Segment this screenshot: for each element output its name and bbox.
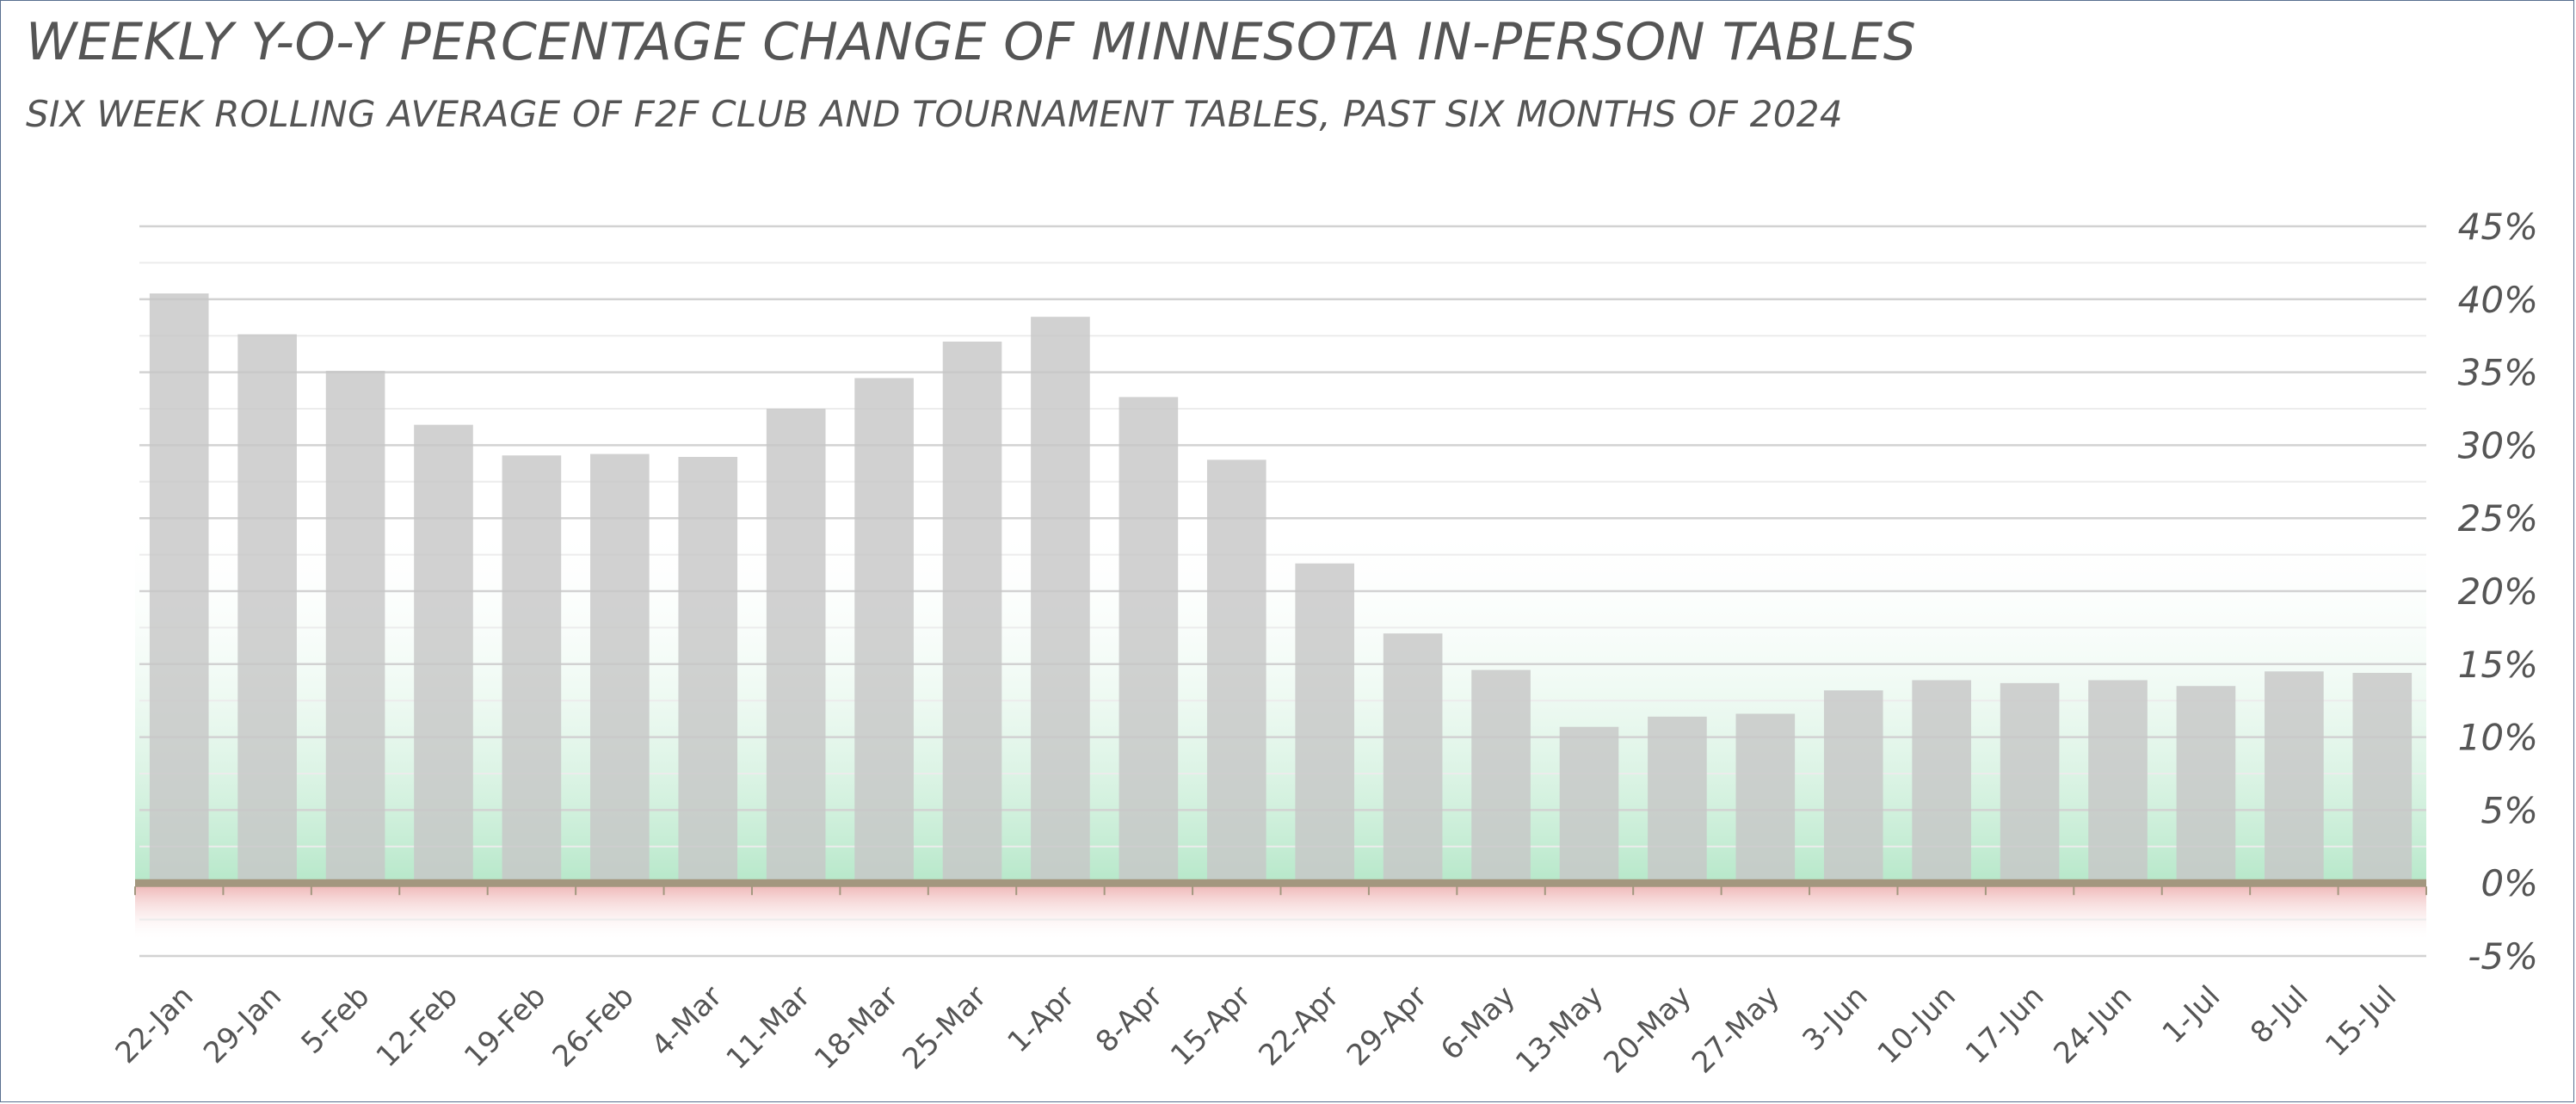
chart-subtitle: SIX WEEK ROLLING AVERAGE OF F2F CLUB AND… <box>26 93 1843 135</box>
bar <box>2265 671 2324 884</box>
y-tick-label: 40% <box>2458 279 2538 321</box>
bar <box>766 409 826 884</box>
bar <box>2000 682 2060 884</box>
x-tick-label: 1-Jul <box>2156 979 2228 1051</box>
bar <box>1295 563 1355 884</box>
bars <box>149 293 2413 884</box>
background-bands <box>135 518 2426 942</box>
bar <box>237 334 297 884</box>
bar <box>414 424 473 884</box>
x-tick-label: 22-Jan <box>109 979 200 1070</box>
x-tick-label: 1-Apr <box>1001 979 1081 1059</box>
bar <box>942 341 1002 884</box>
bar <box>1383 633 1443 884</box>
x-tick-label: 27-May <box>1685 979 1786 1080</box>
y-tick-label: 5% <box>2480 789 2538 831</box>
bar <box>1648 716 1707 884</box>
y-tick-label: 30% <box>2458 424 2538 466</box>
x-tick-label: 25-Mar <box>896 979 993 1076</box>
x-tick-label: 29-Apr <box>1340 979 1434 1073</box>
x-tick-label: 6-May <box>1434 979 1522 1067</box>
bar <box>1471 669 1531 884</box>
bar <box>1735 713 1796 884</box>
y-axis-ticks: 45% 40% 35% 30% 25% 20% 15% 10% 5% 0% -5% <box>2458 206 2538 978</box>
x-tick-label: 17-Jun <box>1959 979 2050 1070</box>
zero-line <box>134 879 2427 896</box>
bar <box>2176 686 2236 884</box>
y-tick-label: 25% <box>2458 497 2538 540</box>
bar <box>1823 690 1883 884</box>
x-tick-label: 5-Feb <box>295 979 377 1061</box>
x-tick-label: 13-May <box>1509 979 1610 1080</box>
y-tick-label: 0% <box>2480 862 2538 904</box>
bar <box>1912 680 1971 884</box>
bar <box>1559 726 1619 884</box>
bar <box>1031 317 1090 884</box>
x-tick-label: 20-May <box>1598 979 1698 1080</box>
x-tick-label: 4-Mar <box>644 979 729 1064</box>
bar <box>678 456 738 884</box>
bar <box>149 293 209 884</box>
y-tick-label: 20% <box>2458 571 2538 613</box>
x-tick-label: 22-Apr <box>1252 979 1346 1073</box>
bar <box>502 455 562 884</box>
bar <box>590 453 650 884</box>
bar <box>2088 680 2148 884</box>
bar <box>1119 397 1179 884</box>
x-tick-label: 29-Jan <box>197 979 288 1070</box>
bar <box>325 370 385 884</box>
bar <box>1206 459 1266 884</box>
x-tick-label: 26-Feb <box>546 979 641 1074</box>
x-tick-label: 12-Feb <box>370 979 465 1074</box>
y-tick-label: 35% <box>2458 352 2538 394</box>
bar <box>2352 672 2413 884</box>
y-tick-label: -5% <box>2468 935 2538 978</box>
grid-lines <box>139 225 2426 958</box>
x-tick-label: 8-Jul <box>2244 979 2315 1051</box>
x-tick-label: 15-Apr <box>1164 979 1258 1073</box>
y-tick-label: 10% <box>2458 717 2538 759</box>
x-tick-label: 8-Apr <box>1089 979 1169 1059</box>
y-tick-label: 45% <box>2458 206 2538 248</box>
x-tick-label: 3-Jun <box>1796 979 1874 1058</box>
chart-title: WEEKLY Y-O-Y PERCENTAGE CHANGE OF MINNES… <box>26 12 1917 72</box>
x-tick-label: 15-Jul <box>2319 979 2403 1064</box>
x-tick-label: 24-Jun <box>2047 979 2138 1070</box>
bar <box>854 378 914 884</box>
x-tick-label: 18-Mar <box>808 979 905 1076</box>
y-tick-label: 15% <box>2458 644 2538 686</box>
x-tick-label: 10-Jun <box>1871 979 1963 1070</box>
x-tick-label: 19-Feb <box>458 979 552 1074</box>
x-tick-label: 11-Mar <box>720 979 817 1076</box>
